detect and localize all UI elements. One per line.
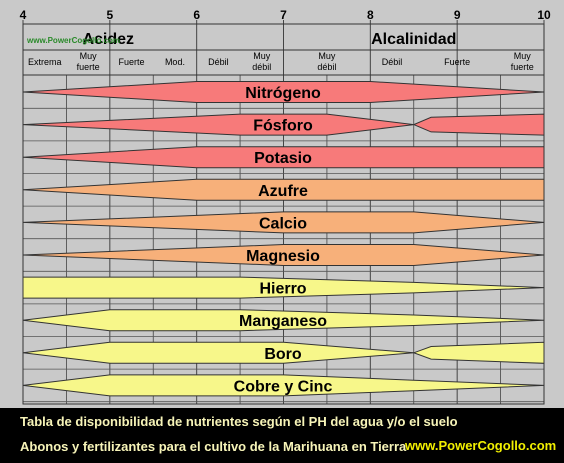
caption-line-1: Tabla de disponibilidad de nutrientes se… (20, 414, 458, 429)
caption: Tabla de disponibilidad de nutrientes se… (0, 408, 564, 463)
nutrient-band (22, 113, 545, 136)
nutrient-label: Nitrógeno (245, 85, 321, 102)
caption-url: www.PowerCogollo.com (405, 438, 557, 453)
intensity-label: Fuerte (119, 57, 145, 67)
intensity-label: Muy fuerte (77, 51, 100, 72)
nutrient-label: Cobre y Cinc (234, 378, 333, 395)
intensity-label: Muy fuerte (511, 51, 534, 72)
intensity-label: Muy débil (252, 51, 271, 72)
nutrient-label: Azufre (258, 183, 308, 200)
chart-canvas: 4 5 6 7 8 9 10 Acidez Alcalinidad www.PowerCogoll… (20, 8, 551, 405)
nutrient-label: Magnesio (246, 248, 320, 265)
nutrient-label: Calcio (259, 215, 307, 232)
ph-tick-label: 8 (367, 8, 374, 22)
plot-border (22, 23, 545, 405)
nutrient-band (22, 178, 545, 201)
nutrient-band (22, 81, 545, 103)
nutrient-band (22, 276, 545, 299)
ph-tick-label: 9 (454, 8, 461, 22)
zone-label: Alcalinidad (371, 31, 456, 48)
zone-label: Acidez (82, 31, 134, 48)
watermark-text: www.PowerCogollo.com (26, 36, 120, 45)
nutrient-band (22, 244, 545, 266)
intensity-label: Fuerte (444, 57, 470, 67)
nutrient-band (22, 309, 545, 332)
ph-tick-label: 6 (193, 8, 200, 22)
intensity-label: Débil (208, 57, 229, 67)
nutrient-band (22, 341, 545, 364)
nutrient-label: Fósforo (253, 118, 313, 135)
ph-tick-label: 10 (537, 8, 551, 22)
intensity-label: Muy débil (317, 51, 336, 72)
caption-line-2: Abonos y fertilizantes para el cultivo d… (20, 439, 407, 454)
nutrient-label: Hierro (259, 281, 306, 298)
ph-tick-label: 7 (280, 8, 287, 22)
nutrient-band (22, 146, 545, 169)
nutrient-band (22, 211, 545, 234)
intensity-label: Extrema (28, 57, 62, 67)
nutrient-band (22, 374, 545, 397)
nutrient-label: Potasio (254, 150, 312, 167)
intensity-label: Mod. (165, 57, 185, 67)
nutrient-label: Manganeso (239, 313, 327, 330)
intensity-label: Débil (382, 57, 403, 67)
ph-tick-label: 5 (106, 8, 113, 22)
nutrient-label: Boro (264, 346, 302, 363)
ph-tick-label: 4 (20, 8, 27, 22)
